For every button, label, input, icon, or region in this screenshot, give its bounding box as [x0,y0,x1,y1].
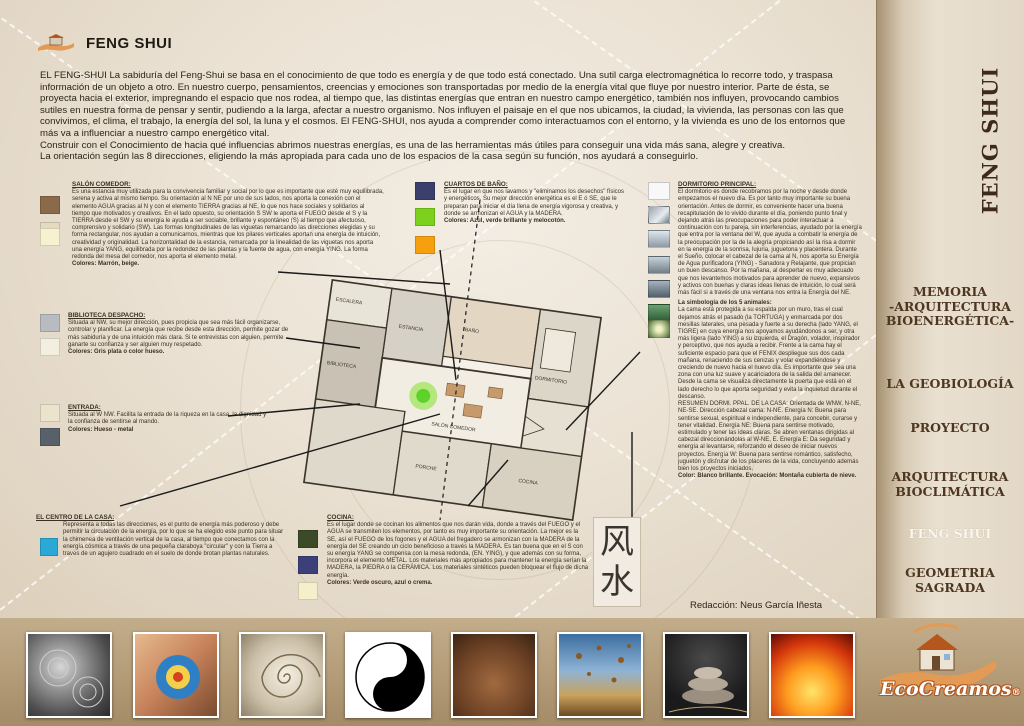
biblioteca-block: BIBLIOTECA DESPACHO: Situada al NW, su m… [68,312,294,356]
yin-yang-image [345,632,431,718]
ecocreamos-logo[interactable]: EcoCreamos® [874,620,1021,724]
winter-trees-image [648,280,670,298]
logo-brand-text: EcoCreamos [880,678,1012,700]
hands-image [133,632,219,718]
sidebar-item-memoria[interactable]: MEMORIA -ARQUITECTURA BIOENERGÉTICA- [876,284,1024,329]
salon-title: SALÓN COMEDOR: [72,181,131,188]
centro-title: EL CENTRO DE LA CASA: [36,514,115,521]
biblioteca-title: BIBLIOTECA DESPACHO: [68,312,146,319]
salon-comedor-block: SALÓN COMEDOR: Es una estancia muy utili… [72,181,384,268]
cocina-title: COCINA: [327,514,354,521]
menu-line: SAGRADA [914,579,986,595]
flower-image [648,320,670,338]
menu-line: ARQUITECTURA [891,469,1009,484]
cocina-text: Es el lugar donde se cocinan los aliment… [327,522,589,579]
main-panel: FENG SHUI EL FENG-SHUI La sabiduría del … [0,0,876,618]
color-swatch [298,582,318,600]
page-header: FENG SHUI [36,34,172,52]
intro-paragraph: EL FENG-SHUI La sabiduría del Feng-Shui … [40,70,846,139]
dormitorio-block: DORMITORIO PRINCIPAL: El dormitorio es d… [678,181,862,480]
salon-text: Es una estancia muy utilizada para la co… [72,189,384,261]
intro-text: EL FENG-SHUI La sabiduría del Feng-Shui … [40,70,856,163]
snow-mountain-image [648,206,670,224]
color-swatch [40,228,60,246]
hand-house-icon [880,623,997,690]
feng-shui-kanji: 风 水 [593,517,641,607]
menu-line: MEMORIA [912,284,988,299]
centro-text: Representa a todas las direcciones, es e… [63,522,284,558]
intro-paragraph: La orientación según las 8 direcciones, … [40,151,699,163]
salon-colors: Colores: Marrón, beige. [72,261,140,268]
menu-line: PROYECTO [910,420,990,435]
menu-line: BIOCLIMÁTICA [895,483,1005,499]
nautilus-shell-image [239,632,325,718]
menu-line: -ARQUITECTURA [889,298,1011,314]
entrada-text: Situada al W NW. Facilita la entrada de … [68,412,267,426]
sidebar-item-proyecto[interactable]: PROYECTO [876,420,1024,436]
plan-label: ESCALERA [335,297,363,307]
kanji-water: 水 [600,562,634,602]
white-swatch-image [648,182,670,200]
menu-line: FENG SHUI [908,526,992,541]
color-swatch [40,404,60,422]
biblioteca-colors: Colores: Gris plata o color hueso. [68,349,165,356]
banos-text: Es el lugar en que nos lavamos y "elimin… [444,189,625,217]
color-swatch [415,236,435,254]
banos-colors: Colores: Azul, verde brillante y melocot… [444,218,566,225]
centro-block: EL CENTRO DE LA CASA: Representa a todas… [36,514,288,558]
symbolism-title: La simbología de los 5 animales: [678,300,772,307]
sidebar [876,0,1024,618]
intro-paragraph: Construir con el Conocimiento de hacia q… [40,139,785,151]
biblioteca-text: Situada al NW, su mejor dirección, pues … [68,320,289,348]
stones-zen-image [663,632,749,718]
soil-hands-image [451,632,537,718]
sidebar-item-arquitectura-bioclimatica[interactable]: ARQUITECTURA BIOCLIMÁTICA [876,469,1024,499]
hand-logo-icon [36,34,76,52]
entrada-block: ENTRADA: Situada al W NW. Facilita la en… [68,404,268,434]
dormitorio-colors: Color: Blanco brillante. Evocación: Mont… [678,473,857,480]
color-swatch [40,538,58,556]
autumn-leaves-image [557,632,643,718]
vertical-title-text: FENG SHUI [977,66,1003,214]
color-swatch [40,338,60,356]
logo-registered: ® [1011,688,1021,698]
color-swatch [40,196,60,214]
fire-image [769,632,855,718]
menu-line: GEOMETRIA [905,565,995,580]
banos-block: CUARTOS DE BAÑO: Es el lugar en que nos … [444,181,624,225]
color-swatch [298,556,318,574]
color-swatch [298,530,318,548]
floor-plan: ESCALERA ESTANCIA BAÑO BIBLIOTECA SALÓN … [302,279,603,521]
rain-water-image [26,632,112,718]
resumen-text: RESUMEN DORMI. PPAL. DE LA CASA: Orienta… [678,401,861,472]
cocina-colors: Colores: Verde oscuro, azul o crema. [327,579,433,586]
winter-image [648,256,670,274]
sidebar-item-feng-shui[interactable]: FENG SHUI [876,526,1024,542]
plan-label: COCINA [518,478,539,487]
vertical-title: FENG SHUI [960,60,1020,220]
color-swatch [415,208,435,226]
plan-label: ESTANCIA [398,324,424,333]
page-title: FENG SHUI [86,34,173,52]
dormitorio-text: El dormitorio es donde recobramos por la… [678,189,862,297]
snow-landscape-image [648,230,670,248]
sidebar-item-geobiologia[interactable]: LA GEOBIOLOGÍA [876,376,1024,392]
dormitorio-title: DORMITORIO PRINCIPAL: [678,181,757,188]
menu-line: BIOENERGÉTICA- [885,313,1015,328]
color-swatch [415,182,435,200]
banos-title: CUARTOS DE BAÑO: [444,181,508,188]
color-swatch [40,314,60,332]
plan-label: BIBLIOTECA [326,360,357,370]
entrada-colors: Colores: Hueso - metal [68,426,134,433]
menu-line: LA GEOBIOLOGÍA [886,376,1014,391]
entrada-title: ENTRADA: [68,404,101,411]
plan-label: DORMITORIO [534,375,567,385]
color-swatch [40,428,60,446]
cocina-block: COCINA: Es el lugar donde se cocinan los… [327,514,589,587]
kanji-wind: 风 [600,522,634,562]
sidebar-item-geometria-sagrada[interactable]: GEOMETRIA SAGRADA [876,565,1024,595]
logo-brand: EcoCreamos® [880,678,1021,700]
symbolism-text: La cama está protegida a su espalda por … [678,307,860,400]
author-credit: Redacción: Neus García Iñesta [690,600,823,611]
